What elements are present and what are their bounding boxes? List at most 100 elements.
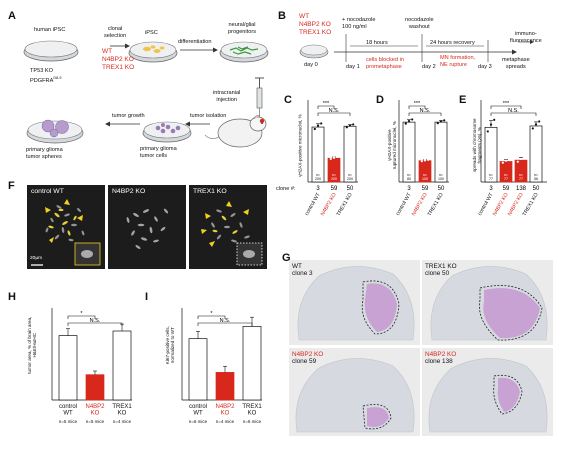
chart-E-point-0-2 [493, 118, 496, 121]
mn-formation-label: MN formation, NE rupture [440, 55, 476, 68]
chart-E-sig-bracket-0 [490, 105, 522, 109]
panel-a-label: A [8, 10, 16, 22]
chart-D-category-1: N4BP2 KO [411, 192, 429, 217]
chart-C-sig-bracket-0 [317, 105, 335, 109]
chart-E-n-0: n= 77 [489, 173, 493, 181]
chart-D-point-2-2 [443, 119, 446, 122]
scale-bar-label: 20µm [30, 256, 43, 261]
chart-I-category-1: N4BP2 KO [215, 404, 235, 416]
chart-D-point-0-0 [404, 122, 407, 125]
chart-I-bar-0 [188, 338, 208, 401]
chart-E-point-2-1 [519, 157, 523, 161]
chart-C-n-1: n= 200 [331, 173, 337, 181]
panel-a-diagram [23, 40, 269, 148]
micrograph-n4bp2-content [126, 208, 169, 249]
chart-D-point-1-0 [420, 160, 423, 163]
day3-label: day 3 [478, 64, 492, 70]
chart-H-n-2: n=4 mice [113, 419, 132, 424]
chart-D-clone-2: 50 [438, 186, 445, 192]
section-trex1-image [430, 266, 548, 341]
micrograph-n4bp2-ko: N4BP2 KO [108, 185, 186, 269]
differentiation-label: differentiation [178, 39, 212, 45]
background-tp53: TP53 KO [30, 68, 54, 74]
section-n4bp2-59-caption: N4BP2 KO clone 59 [292, 351, 324, 366]
chart-E-point-1-1 [504, 159, 508, 162]
chart-E-point-2-2 [523, 156, 526, 159]
micrograph-control-label: control WT [31, 188, 64, 195]
clone-label: clone #: [276, 186, 296, 192]
section-n4bp2-clone59: N4BP2 KO clone 59 [289, 348, 420, 436]
progenitor-dish-icon [219, 41, 269, 63]
section-n4bp2-59-image [295, 358, 415, 433]
chart-C-clone-0: 3 [316, 186, 320, 192]
day1-label: day 1 [346, 64, 360, 70]
b-genotype-n4bp2: N4BP2 KO [299, 21, 331, 28]
chart-C-n-2: n= 200 [347, 173, 353, 181]
section-n4bp2-138-caption: N4BP2 KO clone 138 [425, 351, 457, 366]
chart-hi: control WT n=5 mice N4BP2 KO n=5 mice TREX1 KO n… [51, 308, 262, 424]
chart-I-sig-label-0: * [210, 311, 213, 317]
chart-C-point-1-0 [329, 157, 332, 161]
chart-E-sig-label-1: N.S. [508, 108, 519, 114]
chart-E-point-1-0 [501, 161, 504, 164]
chart-E-clone-3: 50 [533, 186, 540, 192]
micrograph-control-wt: control WT 20µm [27, 185, 105, 269]
nocodazole-label: + nocodazole 100 ng/ml [342, 17, 376, 30]
chart-C-category-2: TREX1 KO [336, 192, 354, 217]
chart-E-clone-1: 59 [503, 186, 510, 192]
chart-H-sig-bracket-0 [67, 315, 96, 319]
section-wt-clone3: WT clone 3 [289, 260, 420, 345]
chart-D-clone-1: 59 [422, 186, 429, 192]
panel-b-label: B [278, 10, 286, 22]
chart-C-clone-1: 59 [331, 186, 338, 192]
day2-label: day 2 [422, 64, 436, 70]
interval-24h: 24 hours recovery [430, 40, 475, 46]
chart-E-n-2: n= 77 [519, 173, 523, 181]
chart-H-n-1: n=5 mice [86, 419, 105, 424]
chart-H-sig-bracket-1 [67, 322, 123, 326]
chart-E-point-3-0 [531, 127, 534, 130]
chart-D-sig-label-1: N.S. [420, 108, 431, 114]
chart-D-category-2: TREX1 KO [427, 192, 445, 217]
progenitors-label: neural/glial progenitors [228, 22, 256, 35]
blocked-label: cells blocked in prometaphase [366, 57, 404, 70]
chart-I-bar-2 [242, 326, 262, 401]
panel-f-label: F [8, 180, 15, 192]
chart-E-point-3-1 [534, 123, 538, 126]
chart-E-point-3-2 [538, 120, 541, 123]
section-n4bp2-clone138: N4BP2 KO clone 138 [422, 348, 553, 436]
timeline-dish-icon [299, 44, 329, 59]
chart-C-point-0-1 [316, 124, 320, 127]
mouse-icon [204, 115, 267, 148]
ipsc2-dish-icon [128, 41, 178, 63]
chart-D-point-1-2 [427, 158, 430, 161]
chart-C-sig-bracket-1 [317, 112, 351, 116]
chart-E-clone-0: 3 [489, 186, 493, 192]
chart-C-point-2-2 [352, 123, 355, 126]
chart-C-clone-2: 50 [347, 186, 354, 192]
chart-D-n-1: n= 100 [422, 173, 428, 181]
chart-I-n-0: n=6 mice [189, 419, 208, 424]
tumor-cells-label: primary glioma tumor cells [140, 146, 177, 159]
chart-E-n-3: n= 56 [534, 173, 538, 181]
chart-C-point-1-1 [332, 156, 336, 159]
chart-H-sig-label-1: N.S. [90, 318, 101, 324]
chart-C-point-1-2 [336, 155, 339, 158]
chart-D-point-2-0 [436, 122, 439, 125]
chart-C-point-0-0 [313, 127, 316, 131]
chart-D-point-2-1 [439, 120, 443, 123]
tumor-growth-label: tumor growth [112, 113, 145, 119]
chart-H-bar-0 [58, 335, 78, 401]
day0-label: day 0 [304, 62, 318, 68]
chart-I-n-2: n=6 mice [243, 419, 262, 424]
tumor-spheres-dish-icon [26, 119, 84, 144]
chart-C-point-2-1 [348, 124, 352, 127]
chart-E-point-2-0 [516, 160, 519, 163]
chart-H-bar-1 [85, 374, 105, 401]
section-wt-caption: WT clone 3 [292, 263, 313, 278]
section-trex1-caption: TREX1 KO clone 50 [425, 263, 457, 278]
chart-D-sig-bracket-1 [408, 112, 442, 116]
tumor-cells-dish-icon [142, 121, 192, 143]
b-genotype-trex1: TREX1 KO [299, 29, 332, 36]
section-n4bp2-138-image [428, 358, 548, 433]
